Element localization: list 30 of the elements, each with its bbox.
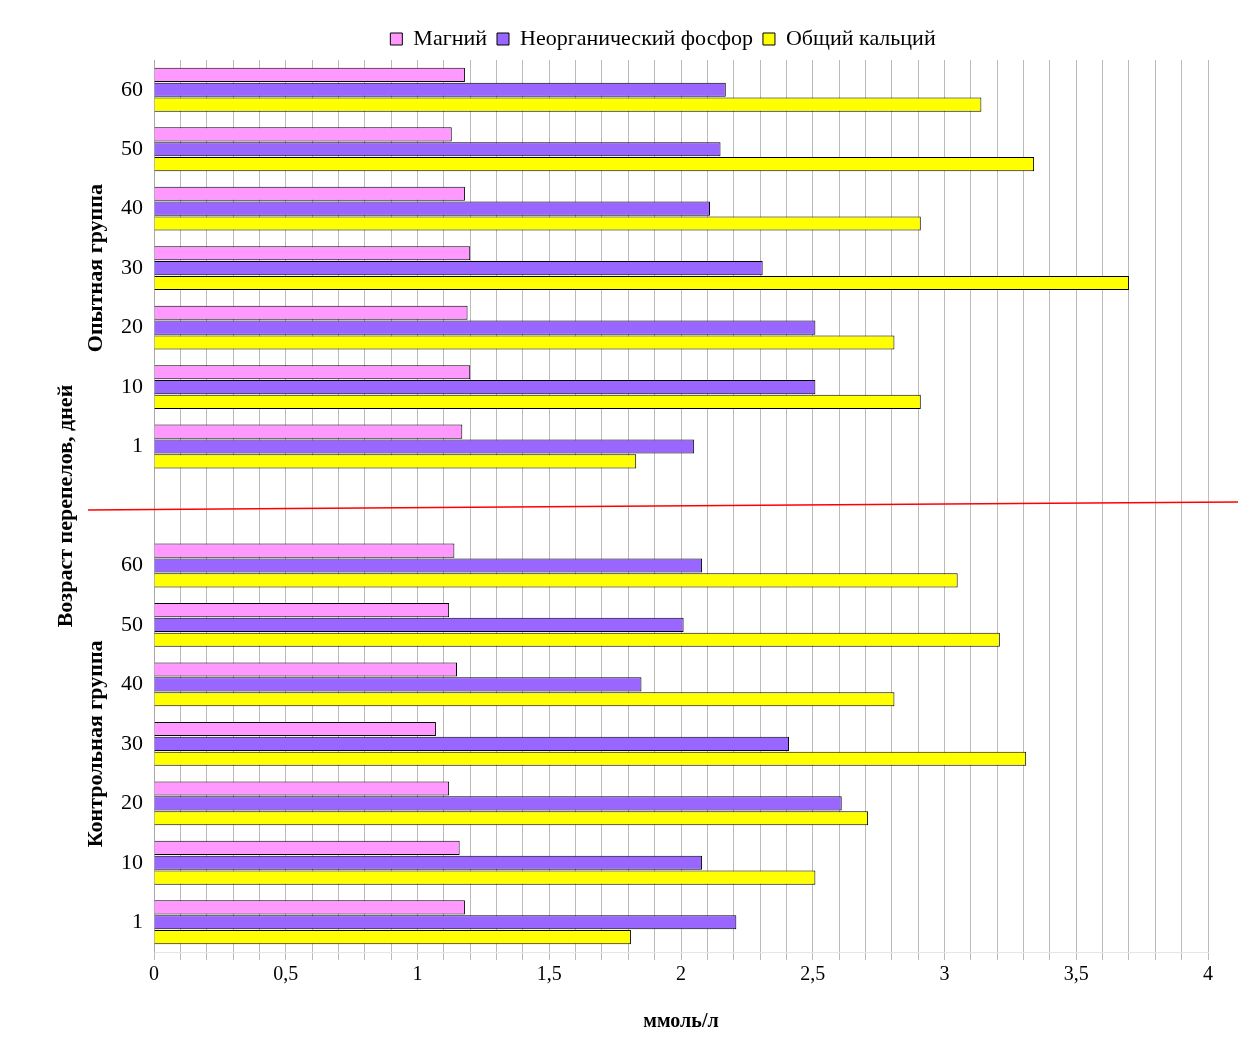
x-tick-label: 3 <box>939 962 950 985</box>
x-tick-label: 1,5 <box>536 962 562 985</box>
x-tick-label: 0 <box>149 962 159 985</box>
y-tick-label: 1 <box>132 908 143 934</box>
y-tick-label: 10 <box>121 372 143 398</box>
y-tick-label: 20 <box>121 789 143 815</box>
y-tick-label: 50 <box>121 610 143 636</box>
y-tick-label: 60 <box>121 75 143 101</box>
y-tick-label: 40 <box>121 194 143 220</box>
y-tick-label: 30 <box>121 729 143 755</box>
x-tick-label: 1 <box>412 962 423 985</box>
legend-label: Общий кальций <box>785 24 936 50</box>
x-axis-title: ммоль/л <box>643 1009 719 1032</box>
text: Контрольная группа <box>81 640 107 848</box>
x-tick-label: 3,5 <box>1063 962 1089 985</box>
y-tick-label: 1 <box>132 432 143 458</box>
x-tick-label: 0,5 <box>273 962 299 985</box>
x-tick-label: 2 <box>676 962 686 985</box>
y-axis-title: Возраст перепелов, дней <box>51 384 77 628</box>
y-tick-label: 60 <box>121 551 143 577</box>
legend-label: Магний <box>413 24 488 50</box>
y-tick-label: 40 <box>121 670 143 696</box>
legend-label: Неорганический фосфор <box>520 24 753 50</box>
text: Опытная группа <box>81 184 107 353</box>
x-tick-label: 2,5 <box>800 962 826 985</box>
y-tick-label: 20 <box>121 313 143 339</box>
y-tick-label: 30 <box>121 253 143 279</box>
y-tick-label: 50 <box>121 134 143 160</box>
y-tick-label: 10 <box>121 848 143 874</box>
x-tick-label: 4 <box>1203 962 1213 985</box>
